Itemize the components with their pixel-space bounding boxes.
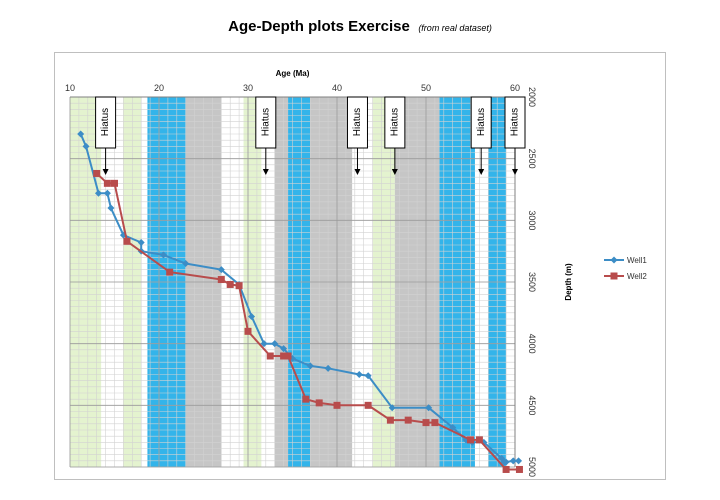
data-point [404, 416, 412, 424]
data-point [364, 372, 372, 380]
data-point [425, 404, 433, 412]
data-point [302, 395, 310, 403]
data-point [166, 268, 174, 276]
hiatus-arrow-head [262, 169, 269, 175]
data-point [422, 419, 430, 427]
hiatus-arrow-head [512, 169, 518, 175]
data-point [509, 457, 517, 465]
data-point [284, 352, 292, 360]
data-point [94, 189, 102, 197]
data-point [235, 282, 243, 290]
hiatus-annotations: Hiatus Hiatus Hiatus Hiatus Hiatus Hiatus [95, 96, 526, 175]
axes: 10 20 30 40 50 60 Age (Ma) 2000 2500 3000 3500 4000… [65, 69, 573, 477]
hiatus-annotation: Hiatus [384, 96, 406, 175]
data-point [266, 352, 274, 360]
data-point [315, 399, 323, 407]
chart-title: Age-Depth plots Exercise [228, 18, 410, 35]
data-point [449, 424, 457, 432]
data-point [248, 313, 256, 321]
data-point [280, 345, 288, 353]
data-point [475, 436, 483, 444]
hiatus-annotation: Hiatus [470, 96, 492, 175]
data-point [333, 401, 341, 409]
legend: Well1 Well2 [604, 256, 647, 281]
chart-title-block: Age-Depth plots Exercise (from real data… [0, 18, 720, 36]
data-point [226, 280, 234, 288]
data-point [123, 237, 131, 245]
data-point [324, 364, 332, 372]
legend-item-well1: Well1 [604, 256, 647, 265]
data-point [217, 276, 225, 284]
data-point [111, 179, 118, 187]
data-point [82, 142, 90, 150]
data-point [159, 251, 167, 259]
data-point [515, 457, 523, 465]
data-point [271, 340, 279, 348]
hiatus-label: Hiatus [476, 108, 487, 136]
series-group [77, 130, 523, 473]
chart-frame [54, 52, 666, 480]
data-point [244, 327, 252, 335]
data-point [137, 239, 145, 247]
hiatus-arrow-head [102, 169, 109, 175]
data-point [77, 130, 85, 138]
series-well2 [93, 169, 523, 473]
series-line [96, 172, 520, 471]
x-tick-label: 30 [243, 83, 253, 93]
data-point [467, 436, 474, 444]
data-point [217, 266, 225, 274]
y-tick-label: 5000 [527, 457, 537, 477]
data-point [502, 465, 510, 473]
data-point [103, 179, 111, 187]
hiatus-annotation: Hiatus [255, 96, 277, 175]
data-point [515, 465, 523, 473]
hiatus-label: Hiatus [510, 108, 521, 136]
legend-label: Well2 [627, 272, 647, 281]
hiatus-annotation: Hiatus [504, 96, 526, 175]
hiatus-arrow-head [391, 169, 398, 175]
y-tick-label: 3500 [527, 272, 537, 292]
legend-item-well2: Well2 [604, 272, 647, 281]
x-tick-label: 50 [421, 83, 431, 93]
hiatus-annotation: Hiatus [95, 96, 117, 175]
data-point [93, 169, 101, 177]
hiatus-label: Hiatus [260, 108, 271, 136]
hiatus-label: Hiatus [352, 108, 363, 136]
hiatus-arrow-head [478, 169, 485, 175]
x-tick-label: 60 [510, 83, 520, 93]
data-point [364, 401, 372, 409]
data-point [386, 416, 394, 424]
data-point [103, 189, 111, 197]
data-point [502, 458, 510, 466]
y-axis-label: Depth (m) [564, 263, 573, 301]
hiatus-label: Hiatus [100, 108, 111, 136]
data-point [306, 362, 314, 370]
chart-subtitle: (from real dataset) [418, 23, 492, 33]
data-point [355, 371, 363, 378]
data-point [610, 256, 618, 264]
x-tick-label: 40 [332, 83, 342, 93]
hiatus-annotation: Hiatus [346, 96, 368, 175]
data-point [431, 419, 439, 427]
x-tick-label: 20 [154, 83, 164, 93]
data-point [388, 404, 396, 412]
data-point [260, 340, 268, 348]
x-axis-label: Age (Ma) [276, 69, 310, 78]
y-tick-label: 4500 [527, 395, 537, 415]
x-tick-label: 10 [65, 83, 75, 93]
y-tick-label: 2000 [527, 87, 537, 107]
data-point [182, 260, 190, 267]
y-tick-label: 4000 [527, 334, 537, 354]
legend-label: Well1 [627, 256, 647, 265]
y-tick-label: 2500 [527, 149, 537, 169]
hiatus-label: Hiatus [389, 108, 400, 136]
gridlines [69, 96, 516, 468]
y-tick-label: 3000 [527, 210, 537, 230]
data-point [610, 272, 618, 280]
data-point [280, 352, 288, 360]
data-point [107, 204, 115, 212]
hiatus-arrow-head [354, 169, 361, 175]
